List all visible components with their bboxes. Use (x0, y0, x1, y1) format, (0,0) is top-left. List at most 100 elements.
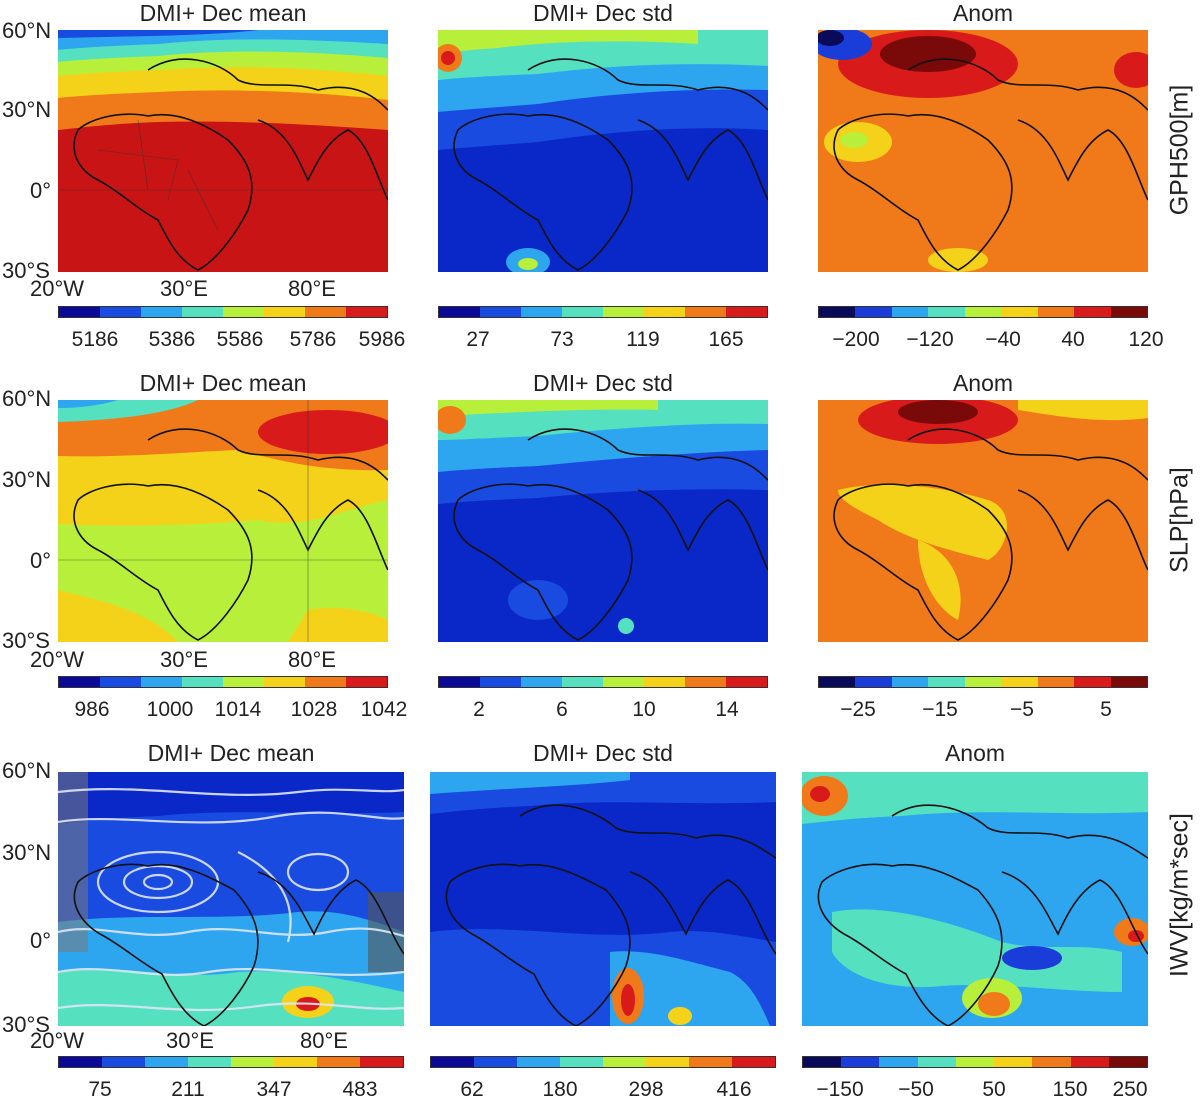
colorbar-swatch (689, 1057, 732, 1067)
tick-label: 165 (708, 328, 744, 351)
colorbar-swatch (879, 1057, 918, 1067)
colorbar-swatch (1110, 307, 1147, 317)
lat-label-30n: 30°N (2, 97, 52, 122)
colorbar-gph-mean (58, 306, 388, 318)
colorbar-swatch (560, 1057, 603, 1067)
colorbar-swatch (646, 1057, 689, 1067)
tick-label: 2 (473, 698, 485, 721)
tick-label: 416 (716, 1078, 752, 1101)
tick-label: 73 (550, 328, 574, 351)
colorbar-swatch (964, 307, 1002, 317)
colorbar-swatch (1032, 1057, 1071, 1067)
row-label-iwv: IWV[kg/m*sec] (1165, 813, 1194, 977)
colorbar-swatch (928, 307, 965, 317)
colorbar-swatch (726, 307, 767, 317)
tick-label: 5186 (71, 328, 119, 351)
lat-label-30s: 30°S (2, 1012, 50, 1037)
lon-label-20w: 20°W (30, 647, 85, 672)
colorbar-swatch (182, 677, 223, 687)
colorbar-swatch (891, 677, 929, 687)
colorbar-swatch (517, 1057, 560, 1067)
colorbar-swatch (264, 307, 305, 317)
tick-label: 5986 (358, 328, 406, 351)
map-slp-anom (818, 400, 1148, 642)
panel-title-r1c1: DMI+ Dec mean (139, 0, 307, 26)
colorbar-swatch (231, 1057, 274, 1067)
lat-label-0: 0° (30, 178, 52, 203)
tick-label: 5586 (216, 328, 264, 351)
colorbar-gph-std (438, 306, 768, 318)
colorbar-swatch (917, 1057, 956, 1067)
colorbar-swatch (1074, 307, 1111, 317)
lat-label-30s: 30°S (2, 628, 50, 653)
map-gph-anom (818, 30, 1148, 272)
lon-label-80e: 80°E (288, 647, 336, 672)
tick-label: 10 (632, 698, 656, 721)
colorbar-swatch (1110, 677, 1147, 687)
colorbar-swatch (223, 677, 264, 687)
lat-label-30n: 30°N (2, 467, 52, 492)
tick-label: 483 (342, 1078, 378, 1101)
lon-label-80e: 80°E (288, 276, 336, 301)
colorbar-gph-anom (818, 306, 1148, 318)
tick-label: 298 (628, 1078, 664, 1101)
colorbar-iwv-std (430, 1056, 776, 1068)
lat-label-60n: 60°N (2, 386, 52, 411)
colorbar-swatch (562, 677, 603, 687)
colorbar-swatch (819, 677, 856, 687)
tick-label: 250 (1112, 1078, 1148, 1101)
colorbar-iwv-anom (802, 1056, 1148, 1068)
colorbar-swatch (1001, 677, 1038, 687)
tick-label: 1028 (290, 698, 338, 721)
lat-label-30n: 30°N (2, 840, 52, 865)
colorbar-swatch (346, 307, 387, 317)
lat-label-30s: 30°S (2, 258, 50, 283)
tick-label: −25 (840, 698, 876, 721)
tick-label: −40 (985, 328, 1021, 351)
row-label-gph500: GPH500[m] (1165, 84, 1194, 216)
tick-label: 1014 (214, 698, 262, 721)
colorbar-swatch (439, 677, 480, 687)
colorbar-swatch (59, 677, 100, 687)
tick-label: 75 (88, 1078, 112, 1101)
tick-label: 40 (1061, 328, 1085, 351)
colorbar-swatch (317, 1057, 360, 1067)
colorbar-swatch (562, 307, 603, 317)
colorbar-swatch (1037, 307, 1075, 317)
colorbar-swatch (360, 1057, 403, 1067)
colorbar-swatch (521, 677, 562, 687)
colorbar-swatch (891, 307, 929, 317)
tick-label: −120 (906, 328, 954, 351)
tick-label: 1042 (360, 698, 408, 721)
colorbar-swatch (603, 307, 644, 317)
lon-label-30e: 30°E (160, 647, 208, 672)
panel-title-r3c3: Anom (944, 740, 1006, 766)
map-gph-std (438, 30, 768, 272)
tick-label: 180 (542, 1078, 578, 1101)
tick-label: 6 (556, 698, 568, 721)
panel-title-r1c2: DMI+ Dec std (533, 0, 673, 26)
colorbar-swatch (141, 677, 182, 687)
colorbar-swatch (305, 307, 346, 317)
tick-label: 347 (256, 1078, 292, 1101)
colorbar-swatch (841, 1057, 880, 1067)
colorbar-swatch (732, 1057, 775, 1067)
colorbar-swatch (145, 1057, 188, 1067)
colorbar-swatch (603, 677, 644, 687)
colorbar-swatch (100, 677, 141, 687)
colorbar-swatch (994, 1057, 1033, 1067)
tick-label: 150 (1052, 1078, 1088, 1101)
colorbar-swatch (1037, 677, 1075, 687)
map-iwv-std (430, 772, 776, 1026)
colorbar-slp-anom (818, 676, 1148, 688)
colorbar-swatch (928, 677, 965, 687)
lon-label-30e: 30°E (166, 1028, 214, 1053)
tick-label: −50 (898, 1078, 934, 1101)
lon-label-20w: 20°W (30, 1028, 85, 1053)
tick-label: 5786 (289, 328, 337, 351)
colorbar-swatch (188, 1057, 231, 1067)
lon-label-30e: 30°E (160, 276, 208, 301)
colorbar-swatch (603, 1057, 646, 1067)
colorbar-swatch (644, 307, 685, 317)
colorbar-swatch (685, 677, 726, 687)
